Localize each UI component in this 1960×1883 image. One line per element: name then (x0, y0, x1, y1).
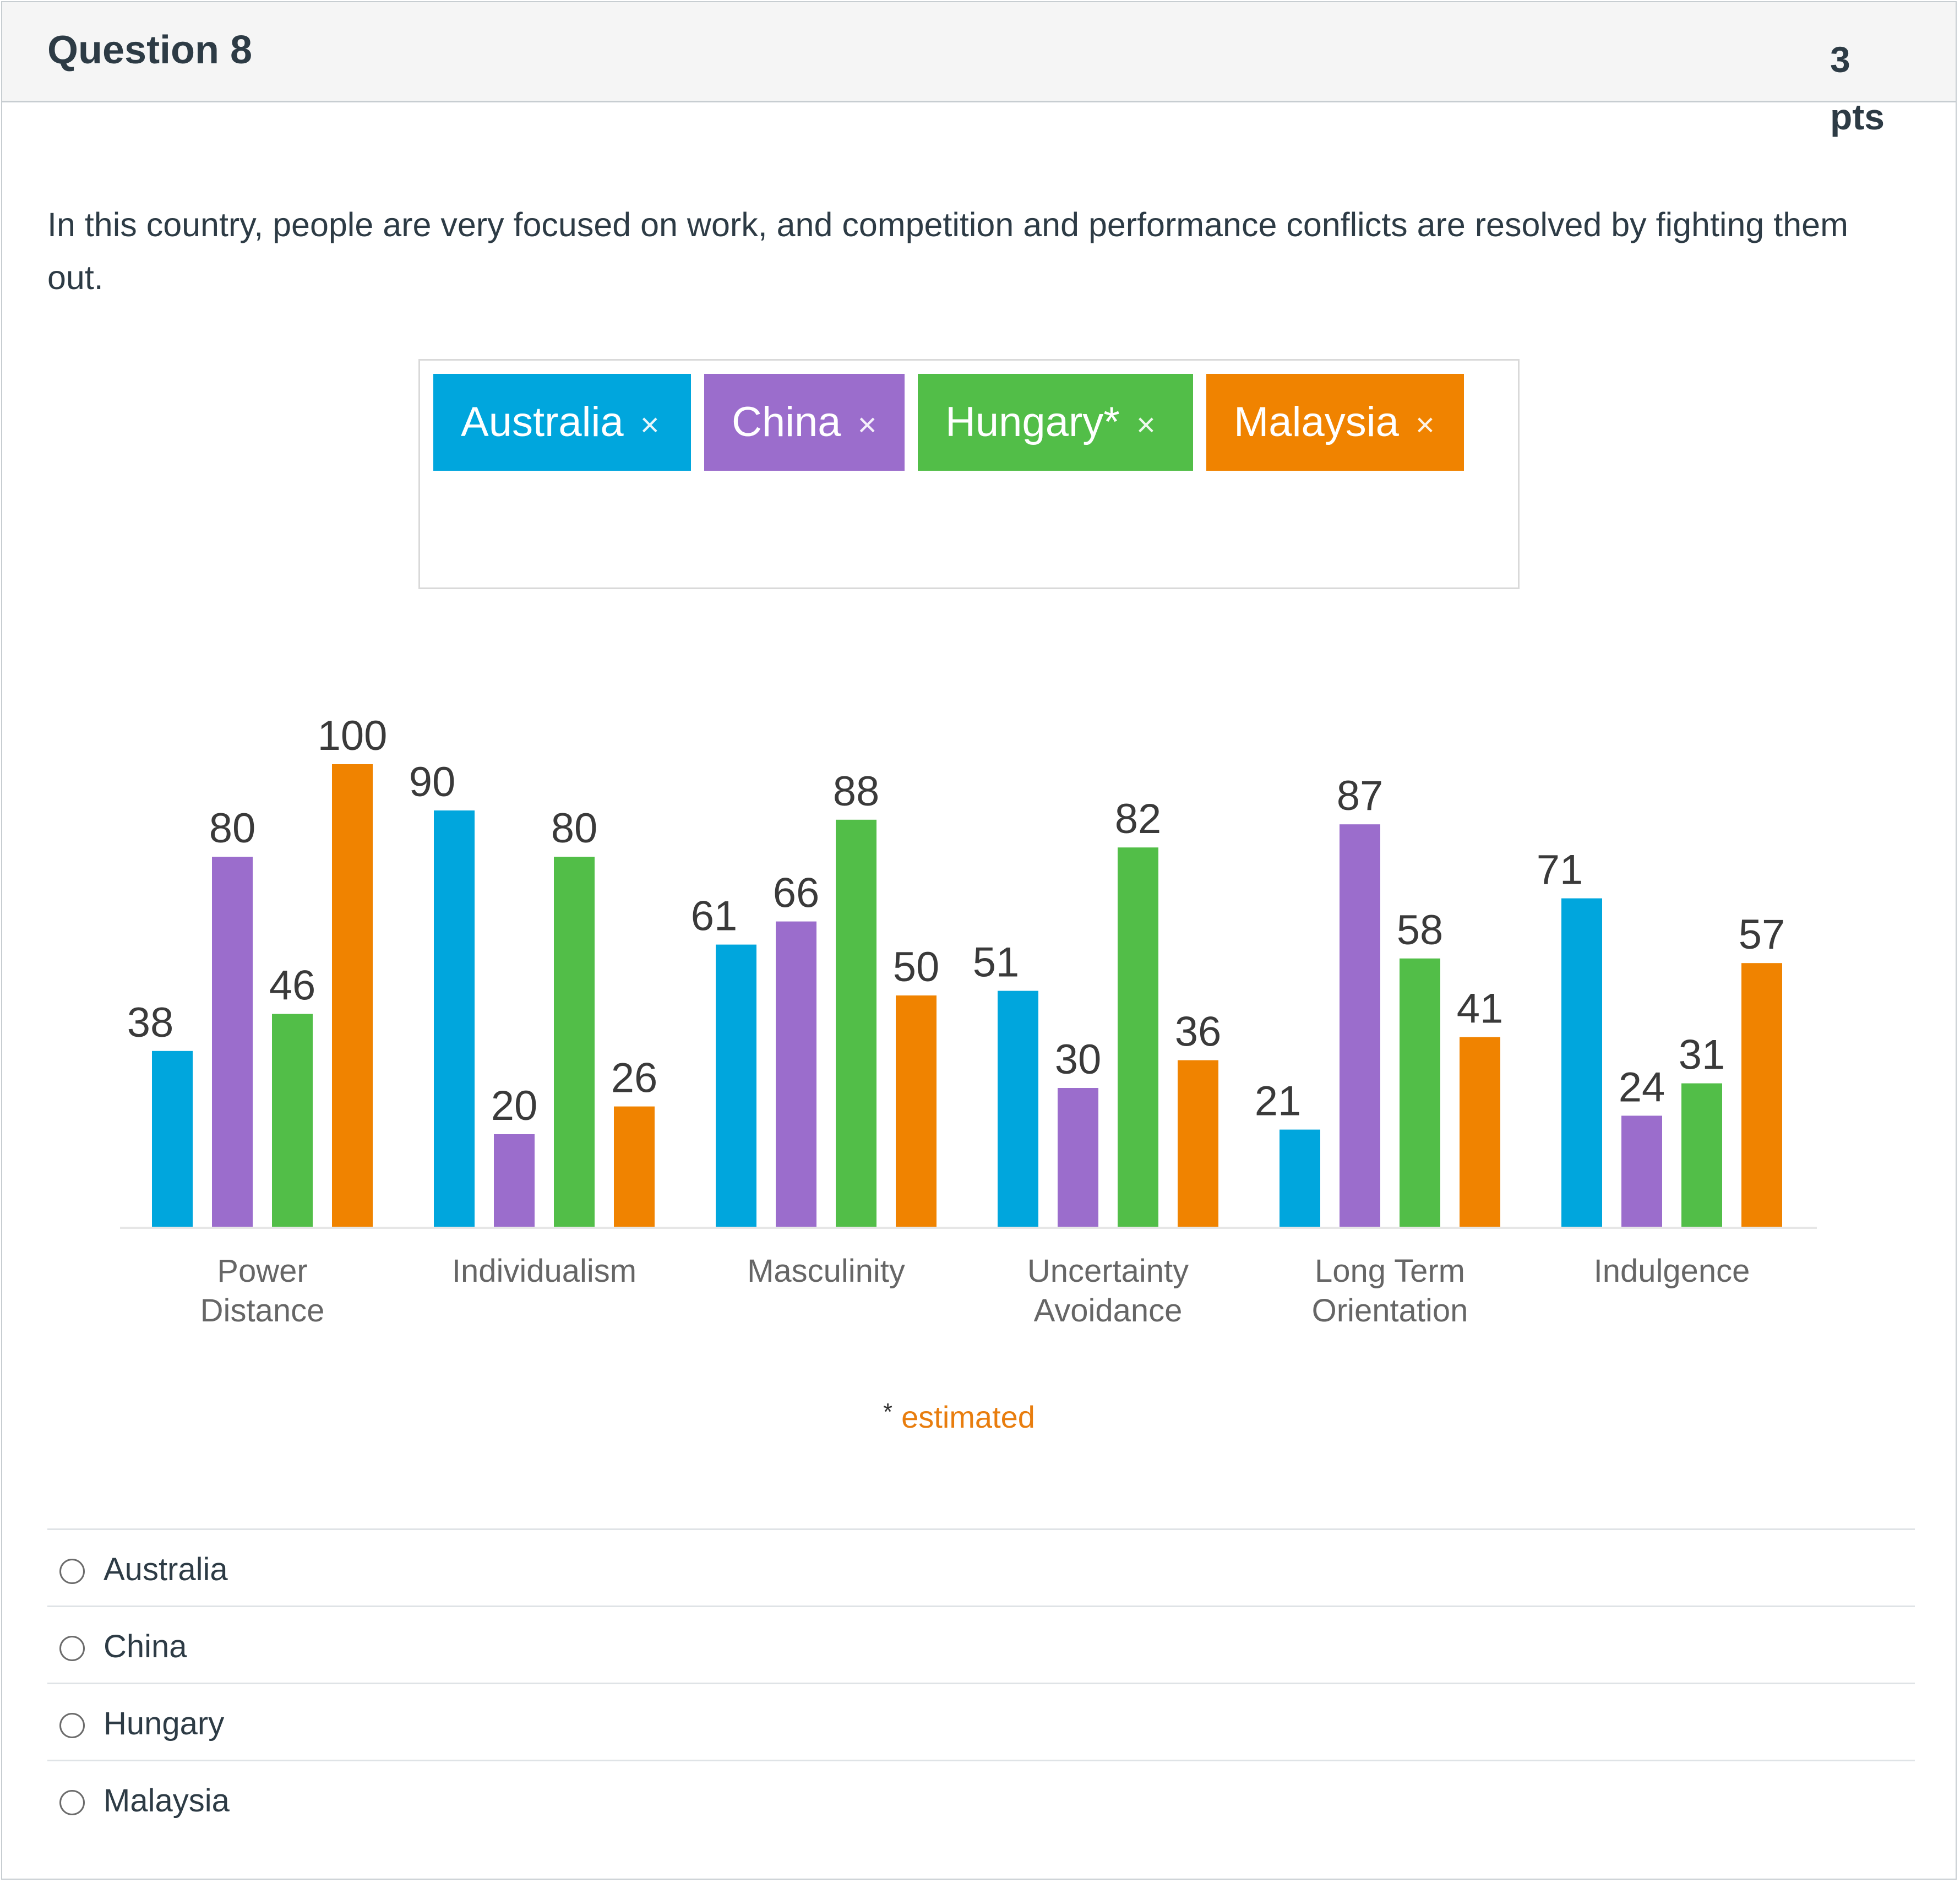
data-label: 88 (833, 768, 880, 815)
category-label: Indulgence (1594, 1253, 1750, 1289)
legend-label: Australia (461, 399, 624, 445)
bar-china-4 (1340, 824, 1380, 1227)
data-label: 30 (1055, 1036, 1102, 1083)
bar-china-1 (494, 1134, 535, 1227)
data-label: 51 (973, 939, 1020, 986)
bar-hungary-2 (836, 819, 876, 1227)
legend-label: Hungary* (945, 399, 1120, 445)
data-label: 50 (893, 944, 940, 991)
category-label: Avoidance (1034, 1293, 1183, 1329)
category-label: Distance (200, 1293, 325, 1329)
bar-china-3 (1058, 1088, 1098, 1227)
question-title: Question 8 (47, 28, 253, 72)
chart-footnote: * estimated (883, 1398, 1035, 1435)
radio-button[interactable] (59, 1790, 85, 1815)
bar-hungary-3 (1118, 847, 1158, 1227)
footnote-star: * (883, 1398, 893, 1425)
close-icon: × (857, 406, 877, 443)
option-label: China (104, 1629, 187, 1664)
bar-malaysia-3 (1178, 1060, 1218, 1227)
data-label: 21 (1255, 1078, 1302, 1125)
data-label: 38 (127, 999, 174, 1046)
question-header: Question 8 3 pts (2, 2, 1956, 137)
answer-option[interactable]: China (47, 1606, 1915, 1683)
bar-malaysia-5 (1741, 963, 1782, 1227)
category-label: Masculinity (747, 1253, 905, 1289)
data-label: 41 (1457, 986, 1504, 1032)
option-label: Malaysia (104, 1783, 230, 1819)
points-value: 3 (1830, 39, 1850, 80)
data-label: 61 (691, 893, 738, 940)
category-label: Uncertainty (1027, 1253, 1189, 1289)
bar-malaysia-0 (332, 764, 373, 1227)
answer-option[interactable]: Malaysia (47, 1760, 1915, 1837)
data-label: 71 (1537, 847, 1583, 894)
data-label: 90 (409, 759, 456, 806)
bar-australia-4 (1280, 1129, 1320, 1227)
data-label: 87 (1337, 772, 1384, 819)
close-icon: × (1136, 406, 1156, 443)
bar-malaysia-2 (896, 995, 937, 1227)
bar-australia-0 (152, 1051, 193, 1227)
data-label: 58 (1397, 907, 1444, 954)
bar-malaysia-1 (614, 1106, 655, 1227)
question-points: 3 pts (1830, 31, 1907, 145)
legend-tag-australia: Australia × (433, 374, 691, 471)
option-label: Hungary (104, 1706, 225, 1741)
data-label: 31 (1679, 1032, 1725, 1079)
bar-hungary-0 (272, 1014, 313, 1227)
legend-label: Malaysia (1234, 399, 1399, 445)
data-label: 80 (209, 805, 256, 852)
data-label: 46 (269, 962, 316, 1009)
legend-tag-china: China × (704, 374, 905, 471)
data-label: 82 (1115, 796, 1162, 842)
hofstede-bar-chart: 38 80 46 100 Power Distance 90 20 80 26 Individual… (120, 712, 1817, 1329)
legend-tag-hungary: Hungary* × (918, 374, 1193, 471)
bar-australia-3 (998, 991, 1038, 1227)
radio-button[interactable] (59, 1713, 85, 1738)
data-label: 26 (611, 1055, 658, 1102)
answer-option[interactable]: Australia (47, 1528, 1915, 1606)
option-label: Australia (104, 1552, 228, 1587)
data-label: 36 (1175, 1009, 1222, 1055)
legend-label: China (732, 399, 841, 445)
bar-malaysia-4 (1460, 1037, 1500, 1227)
data-label: 24 (1619, 1064, 1665, 1111)
footnote-text: estimated (901, 1400, 1035, 1434)
radio-button[interactable] (59, 1636, 85, 1661)
close-icon: × (640, 406, 660, 443)
data-label: 80 (551, 805, 598, 852)
legend-tag-malaysia: Malaysia × (1206, 374, 1464, 471)
data-label: 57 (1739, 911, 1785, 958)
bar-australia-1 (434, 810, 475, 1227)
data-label: 20 (491, 1082, 538, 1129)
bar-hungary-1 (554, 857, 595, 1227)
data-label: 66 (773, 870, 820, 917)
category-label: Individualism (452, 1253, 636, 1289)
answer-options: Australia China Hungary Malaysia (47, 1528, 1915, 1837)
question-text: In this country, people are very focused… (47, 206, 1848, 296)
data-label: 100 (318, 712, 388, 759)
bar-australia-2 (716, 944, 756, 1227)
radio-button[interactable] (59, 1559, 85, 1584)
bar-china-2 (776, 921, 816, 1227)
category-label: Long Term (1315, 1253, 1465, 1289)
category-label: Orientation (1312, 1293, 1468, 1329)
bar-china-0 (212, 857, 253, 1227)
points-unit: pts (1830, 96, 1885, 137)
close-icon: × (1415, 406, 1435, 443)
category-label: Power (217, 1253, 307, 1289)
bar-australia-5 (1561, 898, 1602, 1227)
bar-hungary-4 (1400, 958, 1440, 1227)
bar-hungary-5 (1681, 1083, 1722, 1227)
answer-option[interactable]: Hungary (47, 1683, 1915, 1760)
chart-legend: Australia × China × Hungary* × Malaysia × (418, 359, 1520, 589)
bar-china-5 (1621, 1115, 1662, 1227)
